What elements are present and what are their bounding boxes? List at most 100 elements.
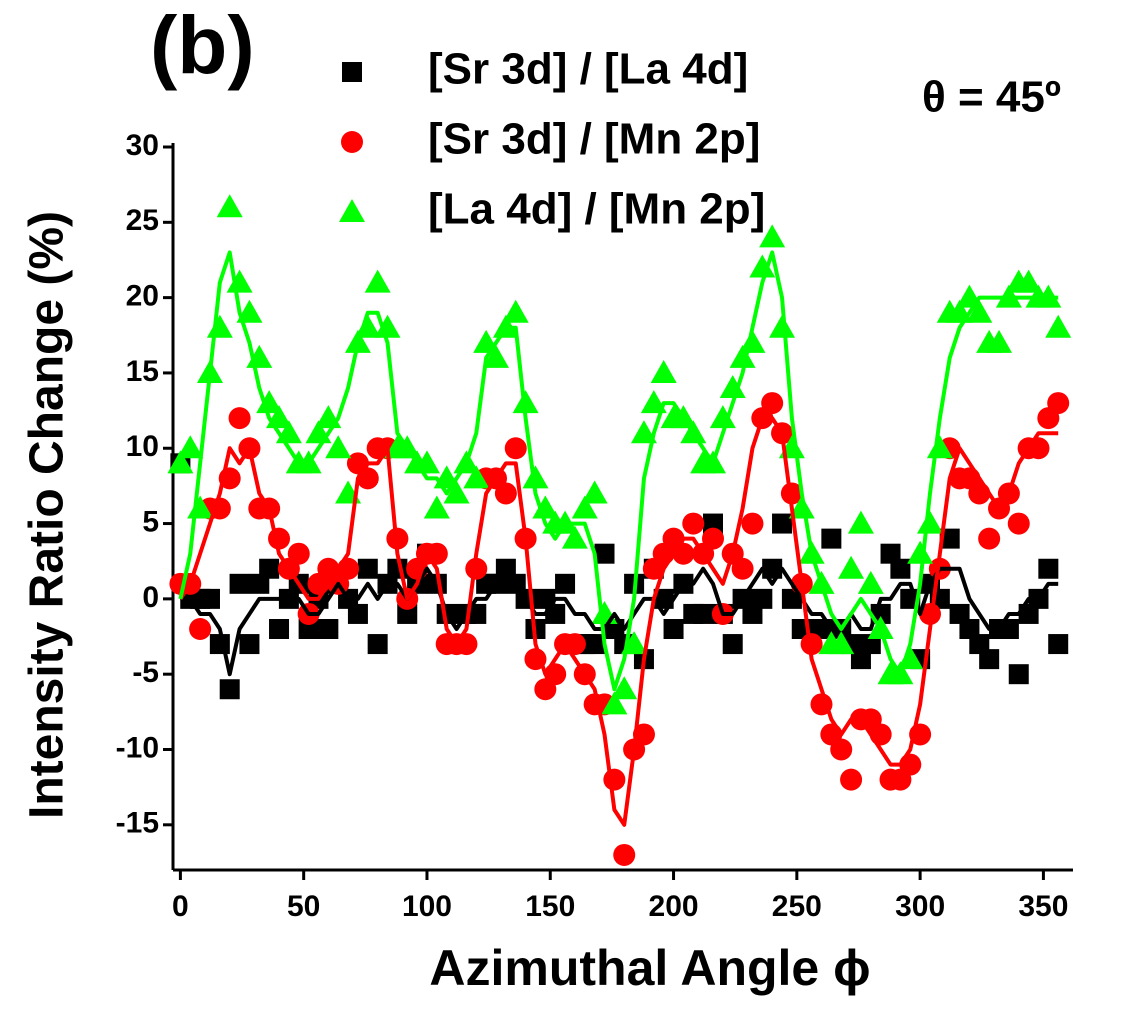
data-point [752, 588, 773, 609]
data-point [256, 390, 283, 414]
x-tick-label: 150 [525, 890, 575, 923]
data-point [703, 513, 723, 534]
data-point [663, 619, 684, 639]
data-point [374, 314, 401, 338]
data-point [880, 543, 901, 564]
data-point [367, 634, 388, 655]
data-point [860, 634, 881, 655]
fit-line [178, 416, 1059, 827]
legend-label: [Sr 3d] / [La 4d] [428, 45, 748, 94]
data-point [788, 495, 815, 519]
x-tick-label: 100 [402, 890, 452, 923]
y-tick-label: 30 [126, 129, 159, 162]
x-axis-label: Azimuthal Angle ϕ [429, 940, 870, 996]
data-point [522, 465, 549, 489]
legend-label: [Sr 3d] / [Mn 2p] [428, 115, 760, 164]
data-point [397, 603, 418, 624]
data-point [228, 407, 251, 430]
data-point [463, 465, 490, 489]
data-point [739, 329, 766, 353]
data-point [561, 525, 588, 549]
data-point [318, 619, 339, 639]
data-point [483, 344, 510, 368]
data-point [709, 405, 736, 429]
data-point [1045, 314, 1072, 338]
data-point [722, 634, 743, 655]
data-point [298, 619, 319, 639]
data-point [769, 314, 796, 338]
x-tick-label: 300 [895, 890, 945, 923]
data-point [1007, 512, 1030, 535]
data-point [850, 649, 871, 670]
data-point [830, 738, 853, 761]
data-point [907, 540, 934, 564]
data-point [532, 495, 559, 519]
data-point [504, 437, 527, 460]
data-point [749, 254, 776, 278]
y-tick-label: 15 [126, 355, 159, 388]
data-point [259, 558, 280, 579]
y-tick-label: 25 [126, 204, 159, 237]
data-point [249, 573, 270, 594]
data-point [347, 603, 368, 624]
data-point [229, 573, 250, 594]
data-point [167, 450, 194, 474]
data-point [423, 495, 450, 519]
y-tick-label: 20 [126, 280, 159, 313]
legend-marker [339, 199, 365, 222]
data-point [494, 482, 517, 505]
data-point [287, 542, 310, 565]
data-point [364, 269, 391, 293]
annotation: θ = 45º [922, 73, 1061, 122]
data-point [821, 528, 842, 549]
data-point [1047, 392, 1070, 415]
data-point [1008, 664, 1029, 685]
data-point [939, 528, 960, 549]
data-point [613, 843, 636, 866]
legend-label: [La 4d] / [Mn 2p] [428, 185, 765, 234]
x-tick-label: 200 [649, 890, 699, 923]
data-point [729, 344, 756, 368]
data-point [978, 527, 1001, 550]
data-point [177, 435, 204, 459]
y-tick-label: 0 [142, 581, 159, 614]
data-point [840, 768, 863, 791]
data-point [828, 631, 855, 655]
legend-marker [342, 62, 362, 82]
data-point [443, 480, 470, 504]
x-tick-label: 50 [287, 890, 320, 923]
x-tick-label: 0 [172, 890, 189, 923]
data-point [986, 329, 1013, 353]
fit-line [180, 566, 1059, 677]
data-point [1048, 634, 1069, 655]
data-point [959, 619, 980, 639]
data-point [611, 676, 638, 700]
data-point [702, 527, 724, 550]
data-point [495, 558, 516, 579]
data-point [857, 570, 884, 594]
data-point [741, 512, 764, 535]
data-point [502, 299, 529, 323]
x-tick-label: 250 [772, 890, 822, 923]
data-point [693, 603, 714, 624]
y-tick-label: 5 [142, 505, 159, 538]
chart-title: (b) [150, 1, 255, 92]
data-point [632, 723, 655, 746]
data-point [979, 649, 1000, 670]
data-point [719, 375, 746, 398]
data-point [189, 618, 212, 640]
data-point [759, 224, 786, 248]
data-point [969, 634, 990, 655]
data-point [650, 359, 677, 383]
data-point [219, 679, 240, 700]
data-point [594, 543, 615, 564]
data-point [584, 634, 605, 655]
data-point [630, 420, 657, 444]
data-point [1038, 558, 1059, 579]
y-tick-label: -10 [116, 731, 159, 764]
data-point [199, 588, 220, 609]
data-point [731, 557, 754, 580]
data-point [847, 510, 874, 534]
data-point [890, 558, 911, 579]
